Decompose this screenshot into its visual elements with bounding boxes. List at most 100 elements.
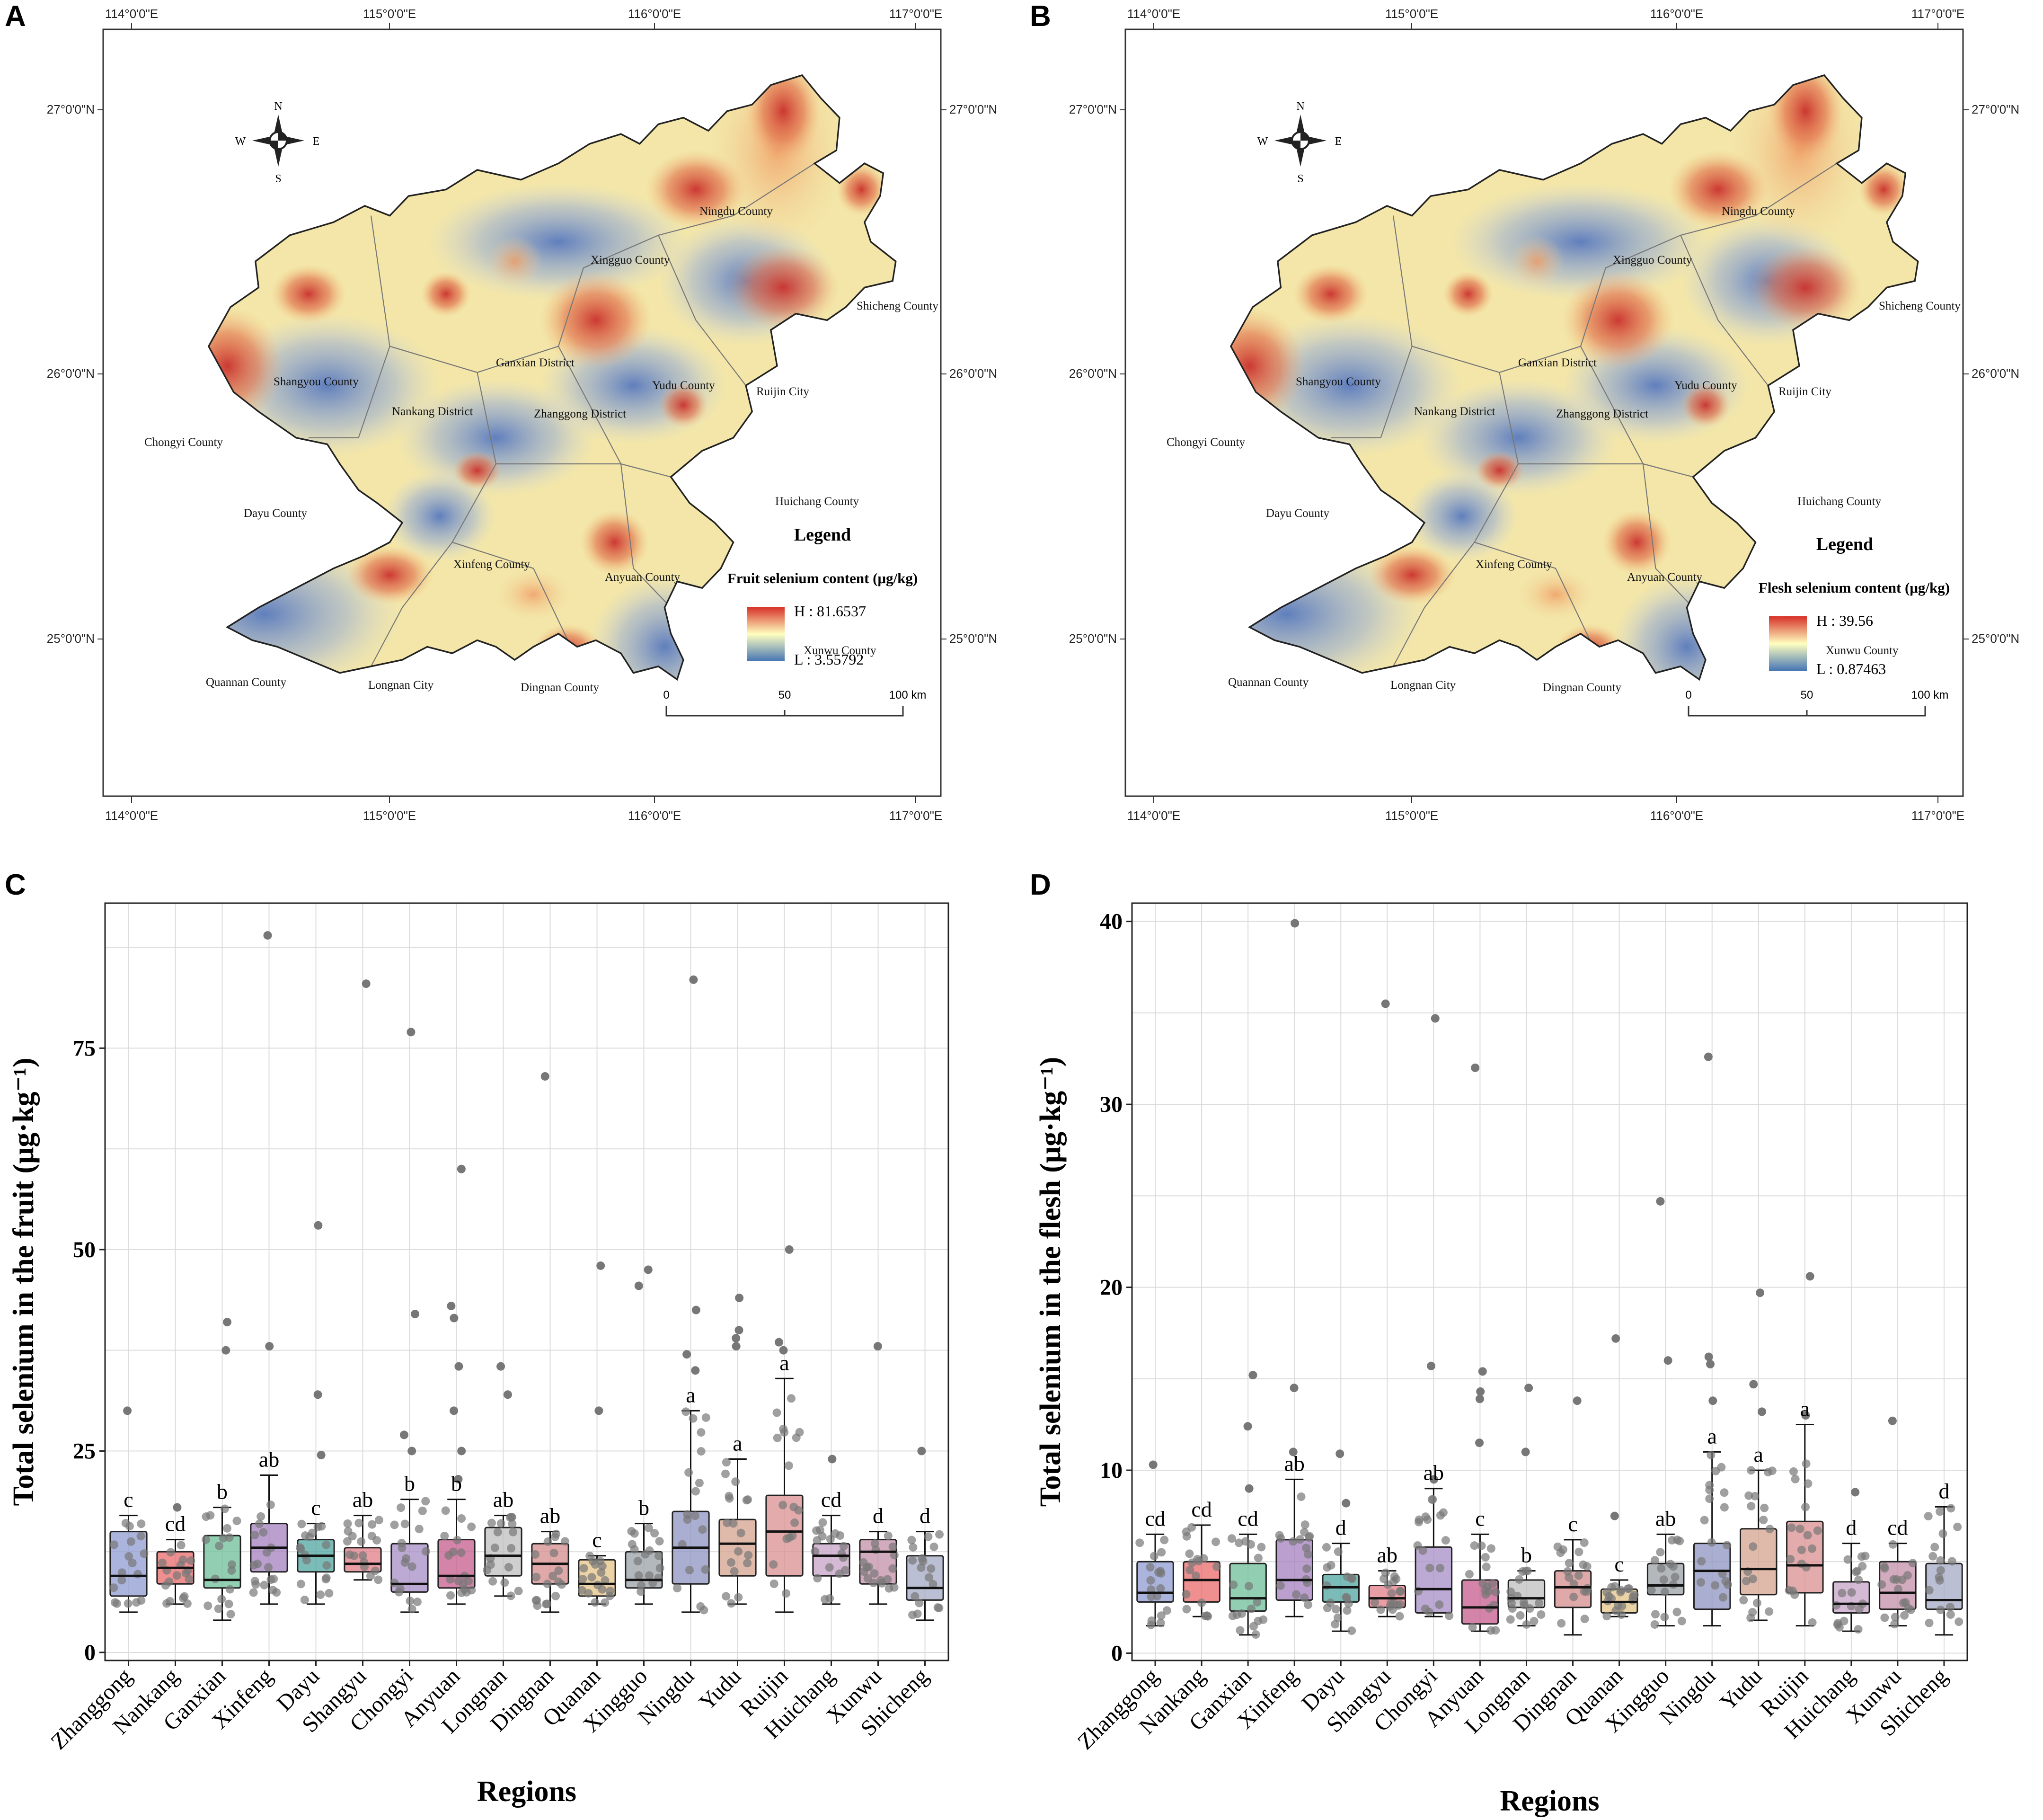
data-point xyxy=(1251,1630,1260,1639)
data-point xyxy=(1647,1586,1656,1595)
significance-letter: cd xyxy=(1191,1497,1212,1521)
data-point xyxy=(400,1519,409,1528)
outlier-point xyxy=(1805,1272,1814,1281)
data-point xyxy=(1672,1607,1681,1616)
significance-letter: c xyxy=(1475,1506,1485,1530)
data-point xyxy=(627,1527,636,1536)
data-point xyxy=(158,1558,167,1567)
panel-label-c: C xyxy=(5,869,26,901)
bottom-coord: 116°0'0"E xyxy=(628,808,681,823)
data-point xyxy=(446,1591,455,1600)
data-point xyxy=(1537,1610,1546,1619)
data-point xyxy=(1327,1561,1335,1570)
significance-letter: c xyxy=(1568,1512,1577,1536)
data-point xyxy=(1331,1605,1340,1614)
county-label: Ganxian District xyxy=(1518,356,1597,369)
data-point xyxy=(350,1551,359,1560)
data-point xyxy=(1739,1596,1748,1605)
county-label: Ningdu County xyxy=(699,205,773,218)
data-point xyxy=(509,1527,518,1536)
significance-letter: d xyxy=(920,1504,930,1528)
y-tick-label: 50 xyxy=(73,1237,96,1262)
significance-letter: b xyxy=(451,1472,462,1496)
data-point xyxy=(908,1610,917,1619)
data-point xyxy=(358,1551,367,1560)
data-point xyxy=(1376,1605,1385,1614)
data-point xyxy=(203,1601,212,1610)
data-point xyxy=(1788,1586,1797,1595)
data-point xyxy=(554,1577,563,1586)
data-point xyxy=(440,1531,449,1540)
data-point xyxy=(644,1524,653,1533)
significance-letter: b xyxy=(638,1496,649,1520)
data-point xyxy=(1930,1543,1939,1552)
top-coord: 117°0'0"E xyxy=(1911,7,1964,21)
outlier-point xyxy=(732,1334,741,1343)
data-point xyxy=(815,1526,824,1535)
data-point xyxy=(1302,1544,1311,1553)
top-coord: 115°0'0"E xyxy=(1385,7,1438,21)
data-point xyxy=(1938,1529,1947,1538)
svg-text:100 km: 100 km xyxy=(889,689,927,701)
outlier-point xyxy=(1708,1396,1717,1405)
outlier-point xyxy=(1801,1411,1810,1420)
scale-bar: 0 50 100 km xyxy=(1685,689,1948,717)
y-axis-title: Total selenium in the fruit (μg·kg⁻¹) xyxy=(8,1057,40,1506)
data-point xyxy=(1331,1620,1340,1629)
data-point xyxy=(1697,1557,1706,1566)
data-point xyxy=(124,1599,133,1608)
right-coord: 26°0'0"N xyxy=(949,366,997,381)
data-point xyxy=(454,1577,463,1586)
outlier-point xyxy=(457,1164,466,1173)
county-label: Ruijin City xyxy=(756,385,809,398)
data-point xyxy=(1751,1492,1760,1500)
significance-letter: a xyxy=(1754,1442,1763,1466)
data-point xyxy=(1276,1581,1285,1590)
data-point xyxy=(126,1537,135,1546)
data-point xyxy=(1760,1503,1769,1512)
data-point xyxy=(541,1599,550,1608)
data-point xyxy=(1486,1544,1495,1553)
plot-area xyxy=(1132,903,1967,1660)
data-point xyxy=(1946,1603,1955,1612)
data-point xyxy=(1292,1590,1301,1599)
outlier-point xyxy=(265,1342,274,1351)
data-point xyxy=(1723,1541,1732,1550)
data-point xyxy=(1228,1611,1237,1620)
map-panel-a: 114°0'0"E 114°0'0"E 115°0'0"E 115°0'0"E 116°… xyxy=(47,7,997,823)
data-point xyxy=(1650,1556,1659,1565)
bottom-coord: 115°0'0"E xyxy=(363,808,416,823)
county-label: Zhanggong District xyxy=(1556,408,1648,420)
data-point xyxy=(1721,1577,1730,1586)
data-point xyxy=(683,1510,692,1519)
data-point xyxy=(633,1557,642,1566)
data-point xyxy=(366,1571,375,1580)
data-point xyxy=(1748,1574,1757,1583)
outlier-point xyxy=(785,1245,794,1254)
data-point xyxy=(1847,1588,1856,1597)
data-point xyxy=(507,1544,516,1553)
legend-subtitle: Fruit selenium content (μg/kg) xyxy=(727,570,918,586)
data-point xyxy=(1890,1620,1899,1629)
outlier-point xyxy=(450,1406,459,1415)
y-tick-label: 75 xyxy=(73,1036,96,1061)
svg-text:E: E xyxy=(313,135,320,148)
data-point xyxy=(888,1564,897,1573)
outlier-point xyxy=(1656,1197,1665,1206)
bottom-coord: 117°0'0"E xyxy=(1911,808,1964,823)
data-point xyxy=(1720,1503,1729,1512)
legend-subtitle: Flesh selenium content (μg/kg) xyxy=(1759,579,1950,596)
outlier-point xyxy=(399,1430,408,1439)
data-point xyxy=(598,1585,607,1594)
data-point xyxy=(532,1596,541,1605)
data-point xyxy=(1880,1562,1889,1571)
data-point xyxy=(1700,1516,1709,1525)
data-point xyxy=(734,1593,743,1602)
svg-text:0: 0 xyxy=(1685,689,1691,701)
data-point xyxy=(1574,1571,1583,1580)
data-point xyxy=(925,1573,934,1582)
county-label: Xunwu County xyxy=(1826,644,1899,657)
data-point xyxy=(1185,1566,1194,1575)
x-axis-title: Regions xyxy=(1500,1785,1599,1817)
